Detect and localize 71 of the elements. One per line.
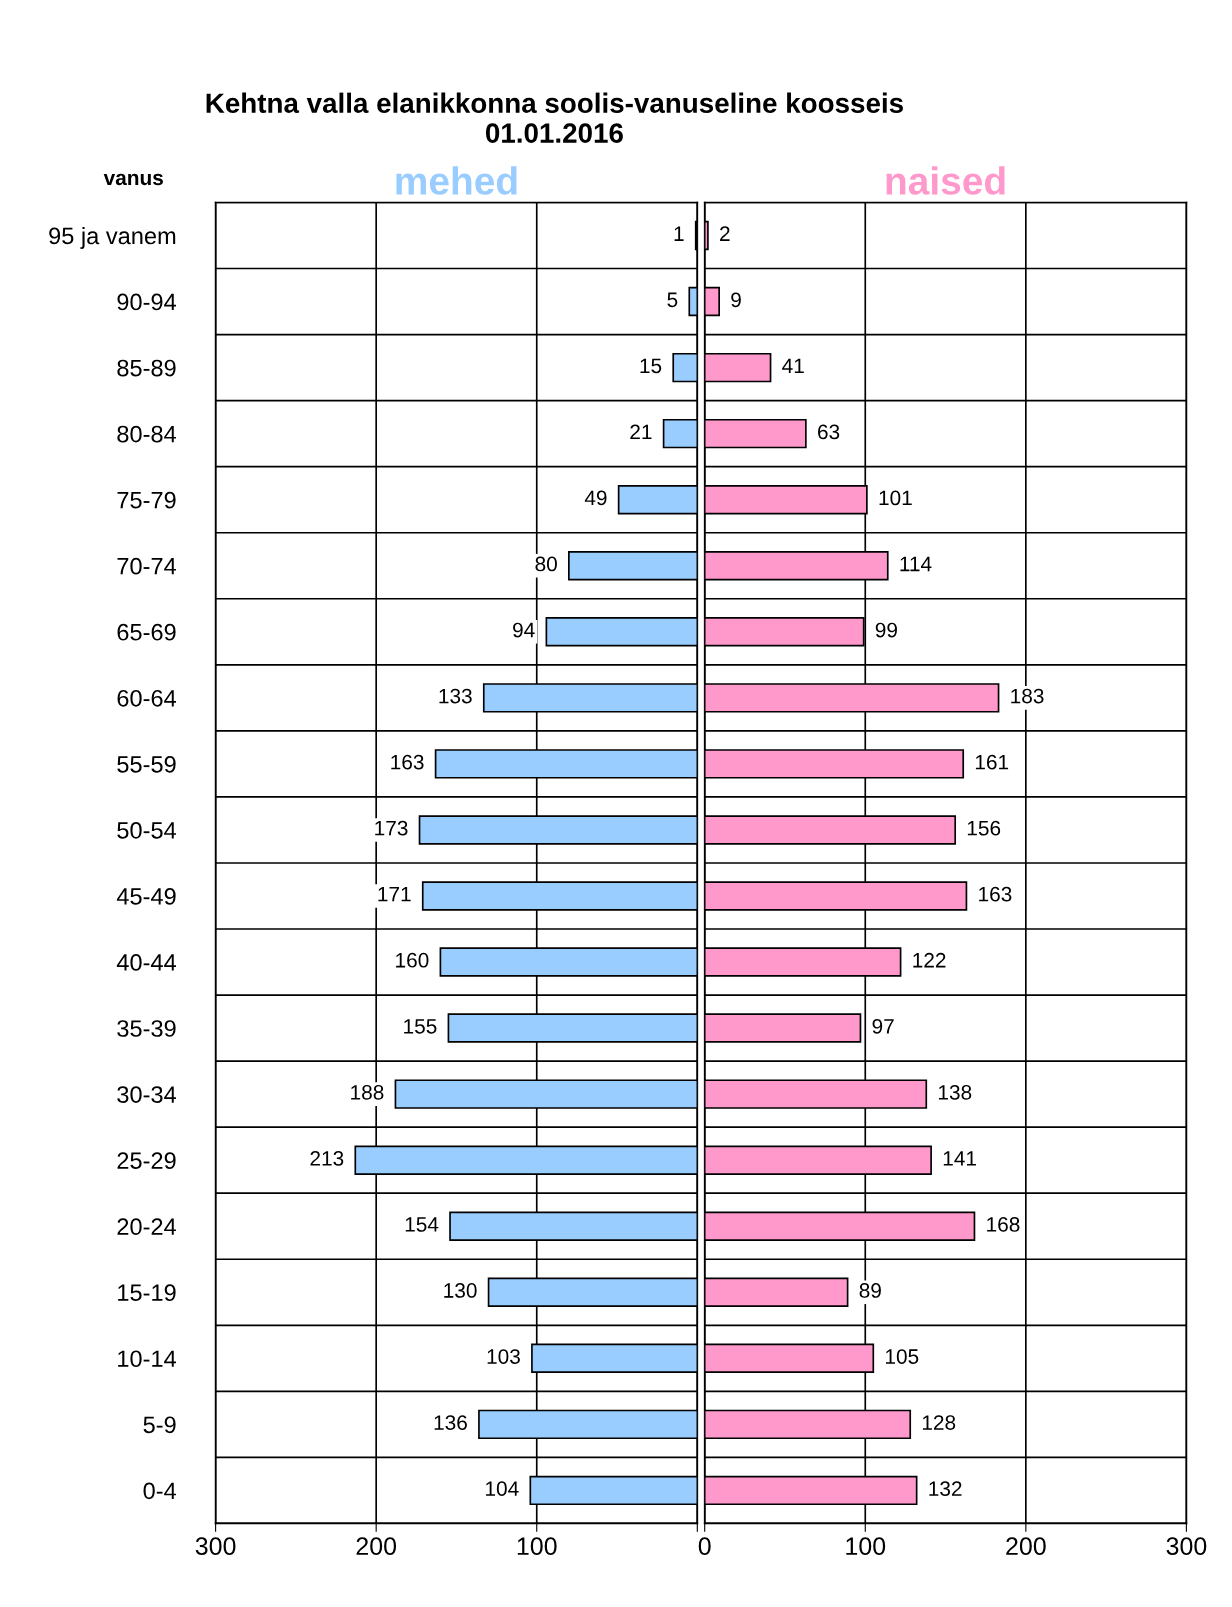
data-label: 136 — [434, 1415, 467, 1430]
y-tick-label: 90-94 — [117, 293, 177, 311]
data-label: 41 — [782, 358, 804, 373]
data-label: 183 — [1011, 688, 1044, 704]
data-label: 132 — [929, 1481, 962, 1496]
data-label: 173 — [375, 820, 408, 836]
data-label: 155 — [404, 1019, 437, 1034]
data-label: 89 — [859, 1283, 881, 1298]
data-label: 188 — [351, 1084, 384, 1100]
x-tick-label: 100 — [846, 1537, 886, 1555]
data-label: 94 — [513, 622, 535, 638]
y-tick-label: 30-34 — [117, 1086, 177, 1103]
data-label: 97 — [872, 1018, 894, 1034]
chart-title: Kehtna valla elanikkonna soolis-vanuseline koosseis 01.01.2016 — [206, 92, 903, 143]
data-label: 9 — [731, 292, 741, 308]
data-label: 114 — [900, 556, 932, 572]
data-label: 168 — [987, 1217, 1020, 1232]
data-label: 213 — [310, 1151, 344, 1166]
y-tick-label: 55-59 — [117, 755, 176, 773]
data-label: 80 — [535, 556, 557, 572]
y-axis-title: vanus — [103, 173, 163, 186]
y-tick-label: 25-29 — [117, 1152, 176, 1169]
y-tick-label: 5-9 — [143, 1416, 176, 1434]
data-label: 2 — [720, 226, 730, 241]
data-label: 130 — [444, 1283, 477, 1298]
y-tick-label: 40-44 — [116, 954, 177, 971]
data-label: 128 — [922, 1415, 956, 1430]
data-label: 49 — [584, 490, 607, 506]
x-tick-label: 200 — [1006, 1537, 1046, 1555]
y-tick-label: 70-74 — [117, 557, 177, 575]
text: naised — [886, 166, 1005, 195]
data-label: 1 — [674, 226, 684, 241]
data-label: 133 — [439, 688, 472, 704]
y-tick-label: 15-19 — [118, 1284, 176, 1302]
y-tick-label: 10-14 — [118, 1350, 177, 1368]
y-tick-label: 85-89 — [117, 359, 176, 377]
y-tick-label: 95 ja vanem — [49, 226, 176, 249]
data-label: 101 — [879, 490, 912, 506]
data-label: 15 — [640, 358, 662, 374]
data-label: 99 — [875, 622, 897, 638]
x-tick-label: 300 — [1166, 1537, 1207, 1555]
data-label: 163 — [391, 754, 424, 770]
data-label: 105 — [886, 1349, 919, 1364]
data-label: 103 — [487, 1349, 520, 1364]
data-label: 171 — [378, 887, 411, 902]
y-tick-label: 20-24 — [117, 1218, 177, 1236]
y-tick-label: 0-4 — [143, 1482, 177, 1500]
y-tick-label: 75-79 — [117, 491, 176, 509]
x-tick-label: 100 — [517, 1537, 557, 1555]
y-tick-label: 50-54 — [117, 822, 177, 839]
data-label: 154 — [405, 1217, 439, 1232]
x-tick-label: 200 — [356, 1537, 397, 1555]
x-tick-label: 0 — [698, 1537, 711, 1555]
data-label: 141 — [943, 1151, 976, 1166]
data-label: 138 — [938, 1084, 972, 1100]
data-label: 161 — [975, 754, 1009, 770]
y-tick-label: 45-49 — [116, 888, 176, 905]
y-tick-label: 80-84 — [117, 425, 177, 443]
data-label: 104 — [486, 1481, 519, 1496]
data-label: 63 — [818, 424, 840, 440]
data-label: 122 — [913, 952, 946, 968]
y-tick-label: 35-39 — [117, 1020, 176, 1037]
text: mehed — [396, 166, 517, 195]
y-tick-label: 65-69 — [117, 623, 176, 641]
y-tick-label: 60-64 — [117, 689, 177, 707]
data-label: 160 — [396, 952, 429, 968]
data-label: 156 — [967, 820, 1001, 836]
data-label: 163 — [979, 886, 1012, 902]
x-tick-label: 300 — [195, 1537, 236, 1555]
data-label: 21 — [630, 424, 652, 440]
data-label: 5 — [667, 292, 678, 308]
